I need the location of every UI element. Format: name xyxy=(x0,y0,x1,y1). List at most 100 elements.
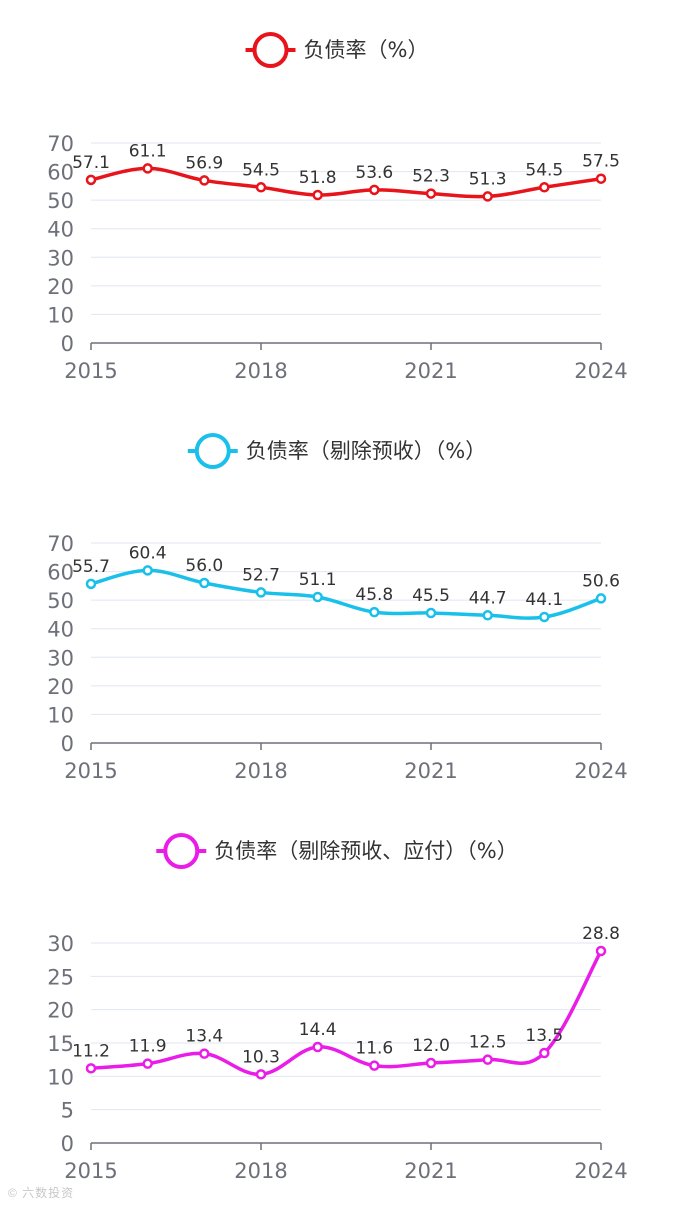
legend-label: 负债率（%） xyxy=(304,38,429,62)
data-label: 60.4 xyxy=(129,543,167,563)
data-label: 13.5 xyxy=(525,1026,563,1046)
data-point xyxy=(482,610,493,621)
data-point xyxy=(539,182,550,193)
y-tick-label: 10 xyxy=(47,703,74,727)
y-tick-label: 50 xyxy=(47,589,74,613)
data-label: 44.7 xyxy=(469,588,507,608)
x-tick-label: 2015 xyxy=(64,759,117,783)
data-point xyxy=(255,1069,267,1080)
chart-2: 负债率（剔除预收）（%） 0 10 20 30 40 50 60 70 2015 2018 2021 2… xyxy=(47,433,628,783)
data-point xyxy=(199,175,210,186)
data-point xyxy=(482,1054,493,1065)
data-point xyxy=(425,607,437,619)
y-tick-label: 70 xyxy=(47,132,74,156)
data-point xyxy=(255,587,267,598)
y-tick-label: 30 xyxy=(47,246,74,270)
chart-1: 负债率（%） 0 10 20 30 40 50 60 70 2015 2018 2021 2024 57.… xyxy=(47,32,628,383)
data-point xyxy=(425,1057,437,1069)
data-point xyxy=(595,593,607,604)
data-label: 57.5 xyxy=(582,152,620,172)
data-point xyxy=(595,173,607,184)
y-tick-label: 20 xyxy=(47,999,74,1023)
legend-circle-icon xyxy=(252,32,289,68)
data-point xyxy=(369,606,380,618)
data-point xyxy=(199,577,210,589)
data-label: 51.3 xyxy=(469,169,507,189)
data-label: 10.3 xyxy=(242,1047,280,1067)
y-tick-label: 0 xyxy=(61,332,74,356)
data-label: 45.8 xyxy=(355,585,393,605)
data-point xyxy=(369,1060,380,1071)
data-point xyxy=(85,578,97,590)
x-tick-label: 2024 xyxy=(574,759,627,783)
legend-label: 负债率（剔除预收）（%） xyxy=(246,439,486,463)
data-point xyxy=(142,565,153,576)
legend-label: 负债率（剔除预收、应付）（%） xyxy=(214,839,517,863)
data-point xyxy=(539,1047,550,1059)
y-tick-label: 0 xyxy=(61,732,74,756)
data-label: 12.0 xyxy=(412,1036,450,1056)
data-label: 50.6 xyxy=(582,571,620,591)
chart-3: 负债率（剔除预收、应付）（%） 0 5 10 15 20 25 30 2015 2018 2021 2… xyxy=(47,833,628,1183)
y-tick-label: 10 xyxy=(47,1065,74,1089)
y-tick-label: 30 xyxy=(47,932,74,956)
x-tick-label: 2024 xyxy=(574,359,627,383)
legend: 负债率（剔除预收、应付）（%） xyxy=(156,833,518,869)
data-label: 51.8 xyxy=(299,168,337,188)
data-label: 52.3 xyxy=(412,167,450,187)
data-label: 54.5 xyxy=(525,160,563,180)
x-tick-label: 2018 xyxy=(234,359,287,383)
data-label: 53.6 xyxy=(355,163,393,183)
x-tick-label: 2021 xyxy=(404,359,457,383)
y-tick-label: 15 xyxy=(47,1032,74,1056)
y-tick-label: 50 xyxy=(47,189,74,213)
series-line xyxy=(90,568,602,620)
y-tick-label: 60 xyxy=(47,561,74,585)
data-label: 28.8 xyxy=(582,924,620,944)
watermark-text: © 六数投资 xyxy=(8,1186,75,1200)
legend: 负债率（剔除预收）（%） xyxy=(187,433,486,469)
data-label: 54.5 xyxy=(242,160,280,180)
series-line xyxy=(90,166,602,199)
x-tick-label: 2021 xyxy=(404,1159,457,1183)
y-tick-label: 30 xyxy=(47,646,74,670)
data-point xyxy=(539,611,550,623)
y-tick-label: 0 xyxy=(61,1132,74,1156)
x-tick-label: 2018 xyxy=(234,759,287,783)
data-label: 61.1 xyxy=(129,141,167,161)
x-tick-label: 2024 xyxy=(574,1159,627,1183)
y-tick-label: 70 xyxy=(47,532,74,556)
data-point xyxy=(85,174,97,186)
data-point xyxy=(425,188,437,199)
x-tick-label: 2015 xyxy=(64,1159,117,1183)
data-label: 57.1 xyxy=(72,153,110,173)
data-point xyxy=(142,1058,153,1069)
x-tick-label: 2018 xyxy=(234,1159,287,1183)
data-label: 56.0 xyxy=(185,556,223,576)
data-label: 14.4 xyxy=(299,1020,337,1040)
legend: 负债率（%） xyxy=(245,32,429,68)
data-label: 45.5 xyxy=(412,586,450,606)
y-tick-label: 20 xyxy=(47,675,74,699)
data-label: 56.9 xyxy=(185,153,223,173)
legend-circle-icon xyxy=(163,833,200,869)
data-point xyxy=(369,184,380,196)
data-point xyxy=(312,591,323,603)
data-label: 11.6 xyxy=(355,1039,393,1059)
data-label: 11.2 xyxy=(72,1041,110,1061)
data-label: 44.1 xyxy=(525,590,563,610)
data-point xyxy=(482,191,493,202)
data-label: 13.4 xyxy=(185,1027,223,1047)
y-tick-label: 5 xyxy=(61,1099,74,1123)
data-point xyxy=(199,1048,210,1059)
data-point xyxy=(255,182,267,193)
data-point xyxy=(595,945,607,957)
y-tick-label: 10 xyxy=(47,303,74,327)
y-tick-label: 40 xyxy=(47,618,74,642)
x-tick-label: 2015 xyxy=(64,359,117,383)
y-tick-label: 40 xyxy=(47,218,74,242)
data-point xyxy=(312,189,323,201)
data-point xyxy=(85,1063,97,1074)
data-label: 51.1 xyxy=(299,570,337,590)
